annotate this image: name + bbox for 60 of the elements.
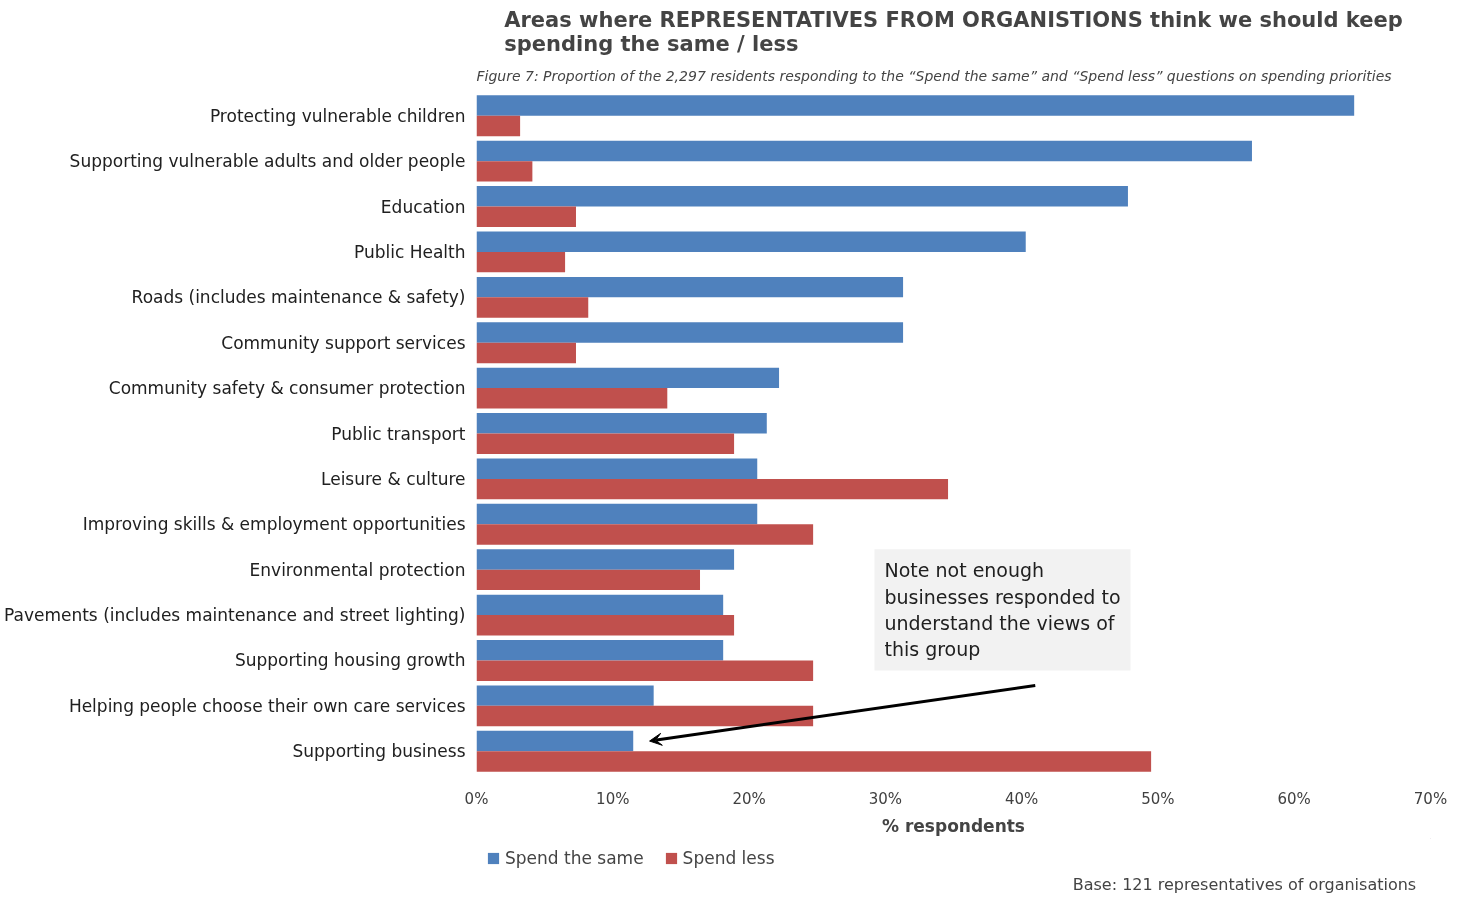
annotation: Note not enough businesses responded to understand the views of this group [884, 559, 1121, 661]
bar [476, 660, 814, 681]
bar [476, 685, 654, 706]
bar [476, 549, 735, 570]
bar [476, 95, 1355, 116]
bar [476, 115, 521, 137]
x-tick-label: 60% [1277, 789, 1311, 808]
x-tick-label: 0% [464, 789, 489, 808]
bar [476, 413, 767, 434]
bar [476, 186, 1128, 207]
bar [476, 503, 758, 525]
y-tick-label: Education [380, 196, 466, 217]
bar [476, 231, 1026, 252]
x-axis-title: % respondents [882, 815, 1025, 836]
x-tick-label: 30% [868, 789, 903, 808]
y-tick-label: Public transport [331, 423, 466, 444]
x-tick-label: 70% [1413, 789, 1448, 808]
x-tick-label: 40% [1004, 789, 1039, 808]
bar [476, 251, 566, 273]
text: Base: 121 representatives of organisations [1072, 874, 1417, 894]
bar [476, 342, 576, 364]
bar [476, 594, 724, 616]
bar [476, 478, 949, 500]
bar [476, 705, 814, 727]
bar [476, 388, 668, 409]
bar [476, 367, 780, 389]
bar [476, 297, 589, 318]
legend-label: Spend the same [505, 848, 644, 868]
bar [476, 161, 533, 182]
legend-label: Spend less [682, 848, 775, 868]
y-tick-label: Roads (includes maintenance & safety) [131, 287, 466, 308]
y-tick-label: Community safety & consumer protection [108, 378, 466, 399]
y-tick-label: Public Health [353, 241, 466, 262]
y-tick-label: Environmental protection [249, 559, 466, 580]
bar [476, 730, 634, 752]
bar [476, 524, 814, 545]
bar [476, 322, 904, 343]
y-tick-label: Supporting housing growth [234, 650, 466, 671]
y-tick-label: Supporting vulnerable adults and older people [69, 151, 466, 172]
bar [476, 569, 701, 591]
y-tick-label: Pavements (includes maintenance and street lighting) [3, 605, 466, 626]
chart-title: Areas where REPRESENTATIVES FROM ORGANISTIONS think we should keep spending the same / less [504, 7, 1403, 56]
bar [476, 140, 1252, 162]
x-tick-label: 50% [1141, 789, 1175, 808]
bar [476, 458, 758, 479]
y-tick-label: Protecting vulnerable children [209, 105, 466, 126]
bar [476, 751, 1152, 772]
y-tick-label: Leisure & culture [321, 468, 466, 489]
bar [476, 206, 576, 227]
bar [476, 615, 735, 636]
y-tick-label: Helping people choose their own care services [68, 695, 466, 716]
caption: Figure 7: Proportion of the 2,297 residents responding to the “Spend the same” and “Spend less” questions on spending priorities [476, 67, 1392, 84]
y-tick-label: Community support services [221, 332, 466, 353]
bar [476, 640, 724, 661]
x-tick-label: 20% [732, 789, 766, 808]
x-tick-label: 10% [596, 789, 630, 808]
y-tick-label: Improving skills & employment opportunities [82, 514, 466, 535]
y-tick-label: Supporting business [292, 741, 466, 762]
bar [476, 276, 904, 298]
bar [476, 433, 735, 454]
